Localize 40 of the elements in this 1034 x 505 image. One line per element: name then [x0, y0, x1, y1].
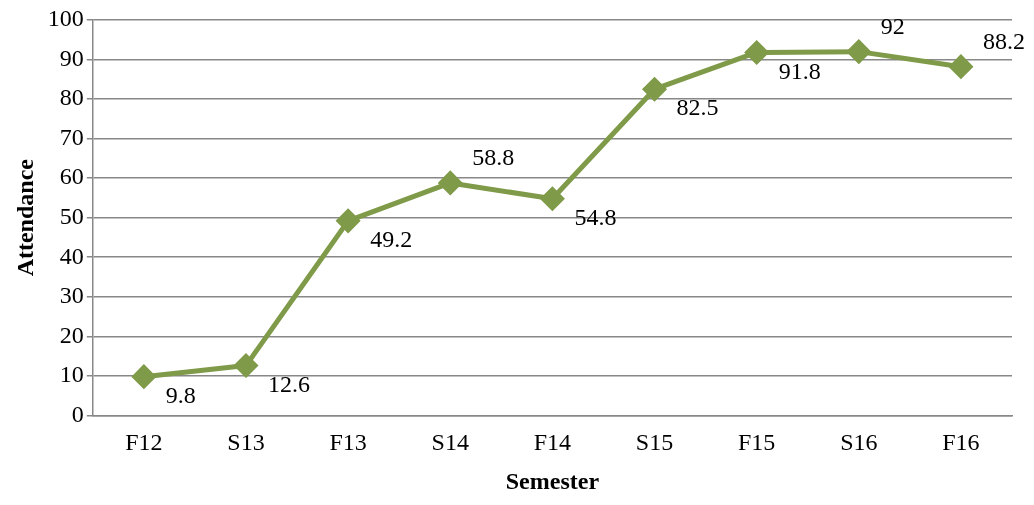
x-axis-title: Semester — [505, 467, 600, 494]
x-tick-label: S13 — [227, 429, 265, 456]
data-label: 9.8 — [165, 381, 196, 408]
x-tick-label: F12 — [125, 429, 163, 456]
y-tick-label: 0 — [71, 400, 84, 427]
point — [745, 40, 769, 64]
point — [234, 354, 258, 378]
x-tick-label: F13 — [329, 429, 367, 456]
point — [438, 171, 462, 195]
y-tick-label: 10 — [59, 361, 84, 388]
x-tick-label: F15 — [737, 429, 776, 456]
x-tick-label: S15 — [635, 429, 674, 456]
point — [540, 187, 564, 211]
point — [336, 209, 360, 233]
y-tick-label: 90 — [59, 44, 84, 71]
data-label: 82.5 — [676, 94, 719, 121]
x-tick-label: F16 — [942, 429, 980, 456]
point — [132, 365, 156, 389]
y-axis-title: Attendance — [11, 158, 38, 277]
x-tick-label: S16 — [840, 429, 878, 456]
data-label: 91.8 — [778, 57, 821, 84]
data-label: 12.6 — [268, 370, 310, 397]
y-tick-label: 40 — [59, 242, 84, 269]
y-tick-label: 30 — [59, 282, 84, 309]
x-tick-label: S14 — [431, 429, 469, 456]
data-label: 49.2 — [370, 226, 413, 253]
data-label: 88.2 — [982, 27, 1025, 54]
y-tick-label: 80 — [59, 84, 84, 111]
data-label: 92 — [880, 12, 905, 39]
data-label: 58.8 — [472, 144, 515, 171]
point — [949, 55, 973, 79]
point — [643, 77, 667, 101]
point — [847, 40, 871, 64]
y-tick-label: 20 — [59, 321, 84, 348]
data-label: 54.8 — [574, 204, 617, 231]
y-tick-label: 100 — [47, 5, 84, 32]
x-tick-label: F14 — [533, 429, 572, 456]
y-tick-label: 70 — [59, 123, 84, 150]
y-tick-label: 50 — [59, 203, 84, 229]
y-tick-label: 60 — [59, 163, 84, 190]
